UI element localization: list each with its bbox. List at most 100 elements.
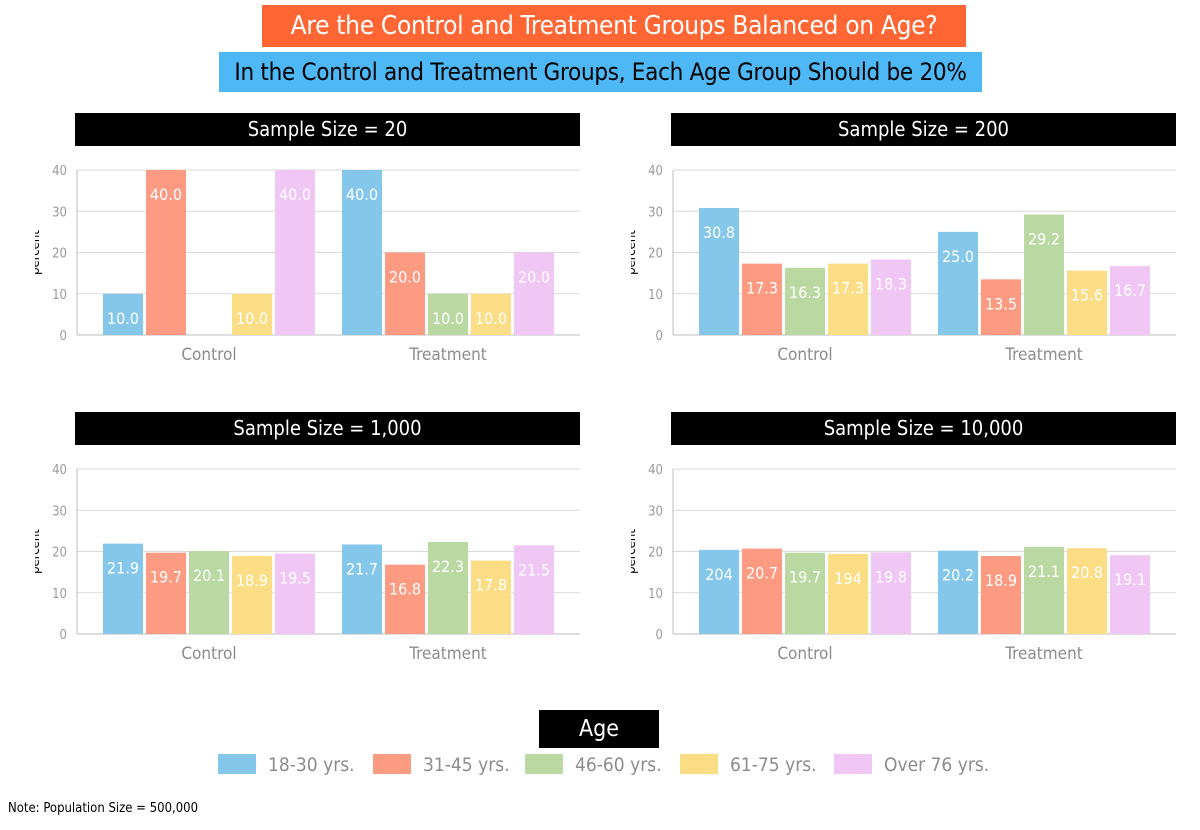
bar-chart-sample-200: 0 10 20 30 40 percent 30.8 17.3 16.3 17.3 18.3 Cont…: [631, 164, 1176, 365]
bar: [428, 542, 468, 634]
bar: [275, 553, 315, 634]
bar-value-label: 20.2: [942, 566, 974, 585]
y-tick-label: 0: [656, 628, 663, 643]
y-tick-label: 0: [60, 329, 67, 344]
bar-value-label: 25.0: [942, 247, 974, 266]
bar-value-label: 17.3: [746, 279, 778, 298]
bar-value-label: 19.7: [150, 568, 182, 587]
y-tick-label: 30: [648, 205, 663, 220]
bar-value-label: 13.5: [985, 294, 1017, 313]
x-category-label: Treatment: [408, 644, 487, 664]
legend-swatch: [834, 754, 872, 774]
legend-swatch: [680, 754, 718, 774]
x-category-label: Control: [181, 644, 236, 664]
bar: [385, 252, 425, 335]
y-tick-label: 40: [648, 463, 663, 478]
bar-value-label: 22.3: [432, 557, 464, 576]
bar-value-label: 19.8: [875, 567, 907, 586]
bar: [514, 252, 554, 335]
y-axis-label: percent: [631, 230, 639, 275]
legend-swatch: [373, 754, 411, 774]
legend-swatch: [525, 754, 563, 774]
bar: [1024, 214, 1064, 335]
bar: [342, 544, 382, 634]
bar: [981, 279, 1021, 335]
bar-value-label: 15.6: [1071, 286, 1103, 305]
bar-value-label: 17.3: [832, 279, 864, 298]
legend-label: 18-30 yrs.: [268, 754, 355, 776]
bar: [103, 293, 143, 335]
x-category-label: Treatment: [1004, 644, 1083, 664]
y-tick-label: 40: [52, 463, 67, 478]
y-tick-label: 10: [52, 587, 67, 602]
panel-strip-title: Sample Size = 20: [75, 113, 580, 146]
bar-value-label: 10.0: [432, 309, 464, 328]
bar: [385, 564, 425, 634]
chart-title: Are the Control and Treatment Groups Bal…: [262, 5, 966, 47]
bar-value-label: 18.3: [875, 275, 907, 294]
bar-value-label: 19.1: [1114, 570, 1146, 589]
bar-value-label: 20.1: [193, 566, 225, 585]
y-tick-label: 0: [656, 329, 663, 344]
bar: [871, 259, 911, 335]
bar: [232, 556, 272, 634]
y-tick-label: 0: [60, 628, 67, 643]
bar-value-label: 194: [834, 569, 861, 588]
y-tick-label: 30: [648, 504, 663, 519]
bar: [1067, 548, 1107, 634]
y-tick-label: 10: [52, 288, 67, 303]
bar: [1110, 555, 1150, 634]
bar-value-label: 10.0: [107, 309, 139, 328]
bar: [1024, 546, 1064, 634]
bar-chart-sample-20: 0 10 20 30 40 percent 10.0 40.0 10.0 40.0 Control 4…: [35, 164, 580, 365]
bar-chart-sample-10000: 0 10 20 30 40 percent 204 20.7 19.7 194 19.8 Contro…: [631, 463, 1176, 664]
bar: [514, 545, 554, 634]
y-tick-label: 20: [648, 546, 663, 561]
bar: [275, 170, 315, 335]
y-tick-label: 40: [52, 164, 67, 179]
x-category-label: Control: [777, 644, 832, 664]
footnote: Note: Population Size = 500,000: [8, 801, 199, 816]
bar-value-label: 10.0: [475, 309, 507, 328]
y-tick-label: 30: [52, 205, 67, 220]
bar-chart-sample-1000: 0 10 20 30 40 percent 21.9 19.7 20.1 18.9 19.5 Cont…: [35, 463, 580, 664]
legend-label: 31-45 yrs.: [423, 754, 510, 776]
bar-value-label: 20.0: [389, 268, 421, 287]
bar-value-label: 40.0: [279, 185, 311, 204]
bar-value-label: 17.8: [475, 576, 507, 595]
y-tick-label: 30: [52, 504, 67, 519]
panel-strip-title: Sample Size = 1,000: [75, 412, 580, 445]
panel-strip-title: Sample Size = 10,000: [671, 412, 1176, 445]
bar: [232, 293, 272, 335]
bar: [699, 549, 739, 634]
bar: [828, 263, 868, 335]
bar-value-label: 21.7: [346, 559, 378, 578]
panel-sample-1000: Sample Size = 1,000 0 10 20 30 40 percent 21.9…: [35, 412, 595, 682]
bar: [146, 552, 186, 634]
bar: [428, 293, 468, 335]
y-tick-label: 20: [648, 247, 663, 262]
bar-value-label: 204: [705, 565, 732, 584]
bar-value-label: 40.0: [346, 185, 378, 204]
bar-value-label: 18.9: [236, 571, 268, 590]
y-axis-label: percent: [631, 529, 639, 574]
y-tick-label: 20: [52, 546, 67, 561]
y-axis-label: percent: [35, 529, 43, 574]
bar: [1110, 266, 1150, 335]
bar: [471, 560, 511, 634]
bar: [103, 543, 143, 634]
bar-value-label: 21.9: [107, 559, 139, 578]
bar: [938, 550, 978, 634]
bar-value-label: 21.5: [518, 560, 550, 579]
bar-value-label: 40.0: [150, 185, 182, 204]
y-tick-label: 20: [52, 247, 67, 262]
bar: [742, 263, 782, 335]
bar: [785, 267, 825, 335]
panel-sample-20: Sample Size = 20 0 10 20 30 40 percent 10.0 40.…: [35, 113, 595, 383]
bar: [828, 553, 868, 634]
legend-label: Over 76 yrs.: [884, 754, 990, 776]
bar-value-label: 16.8: [389, 580, 421, 599]
bar-value-label: 19.5: [279, 569, 311, 588]
bar-value-label: 16.3: [789, 283, 821, 302]
bar-value-label: 18.9: [985, 571, 1017, 590]
